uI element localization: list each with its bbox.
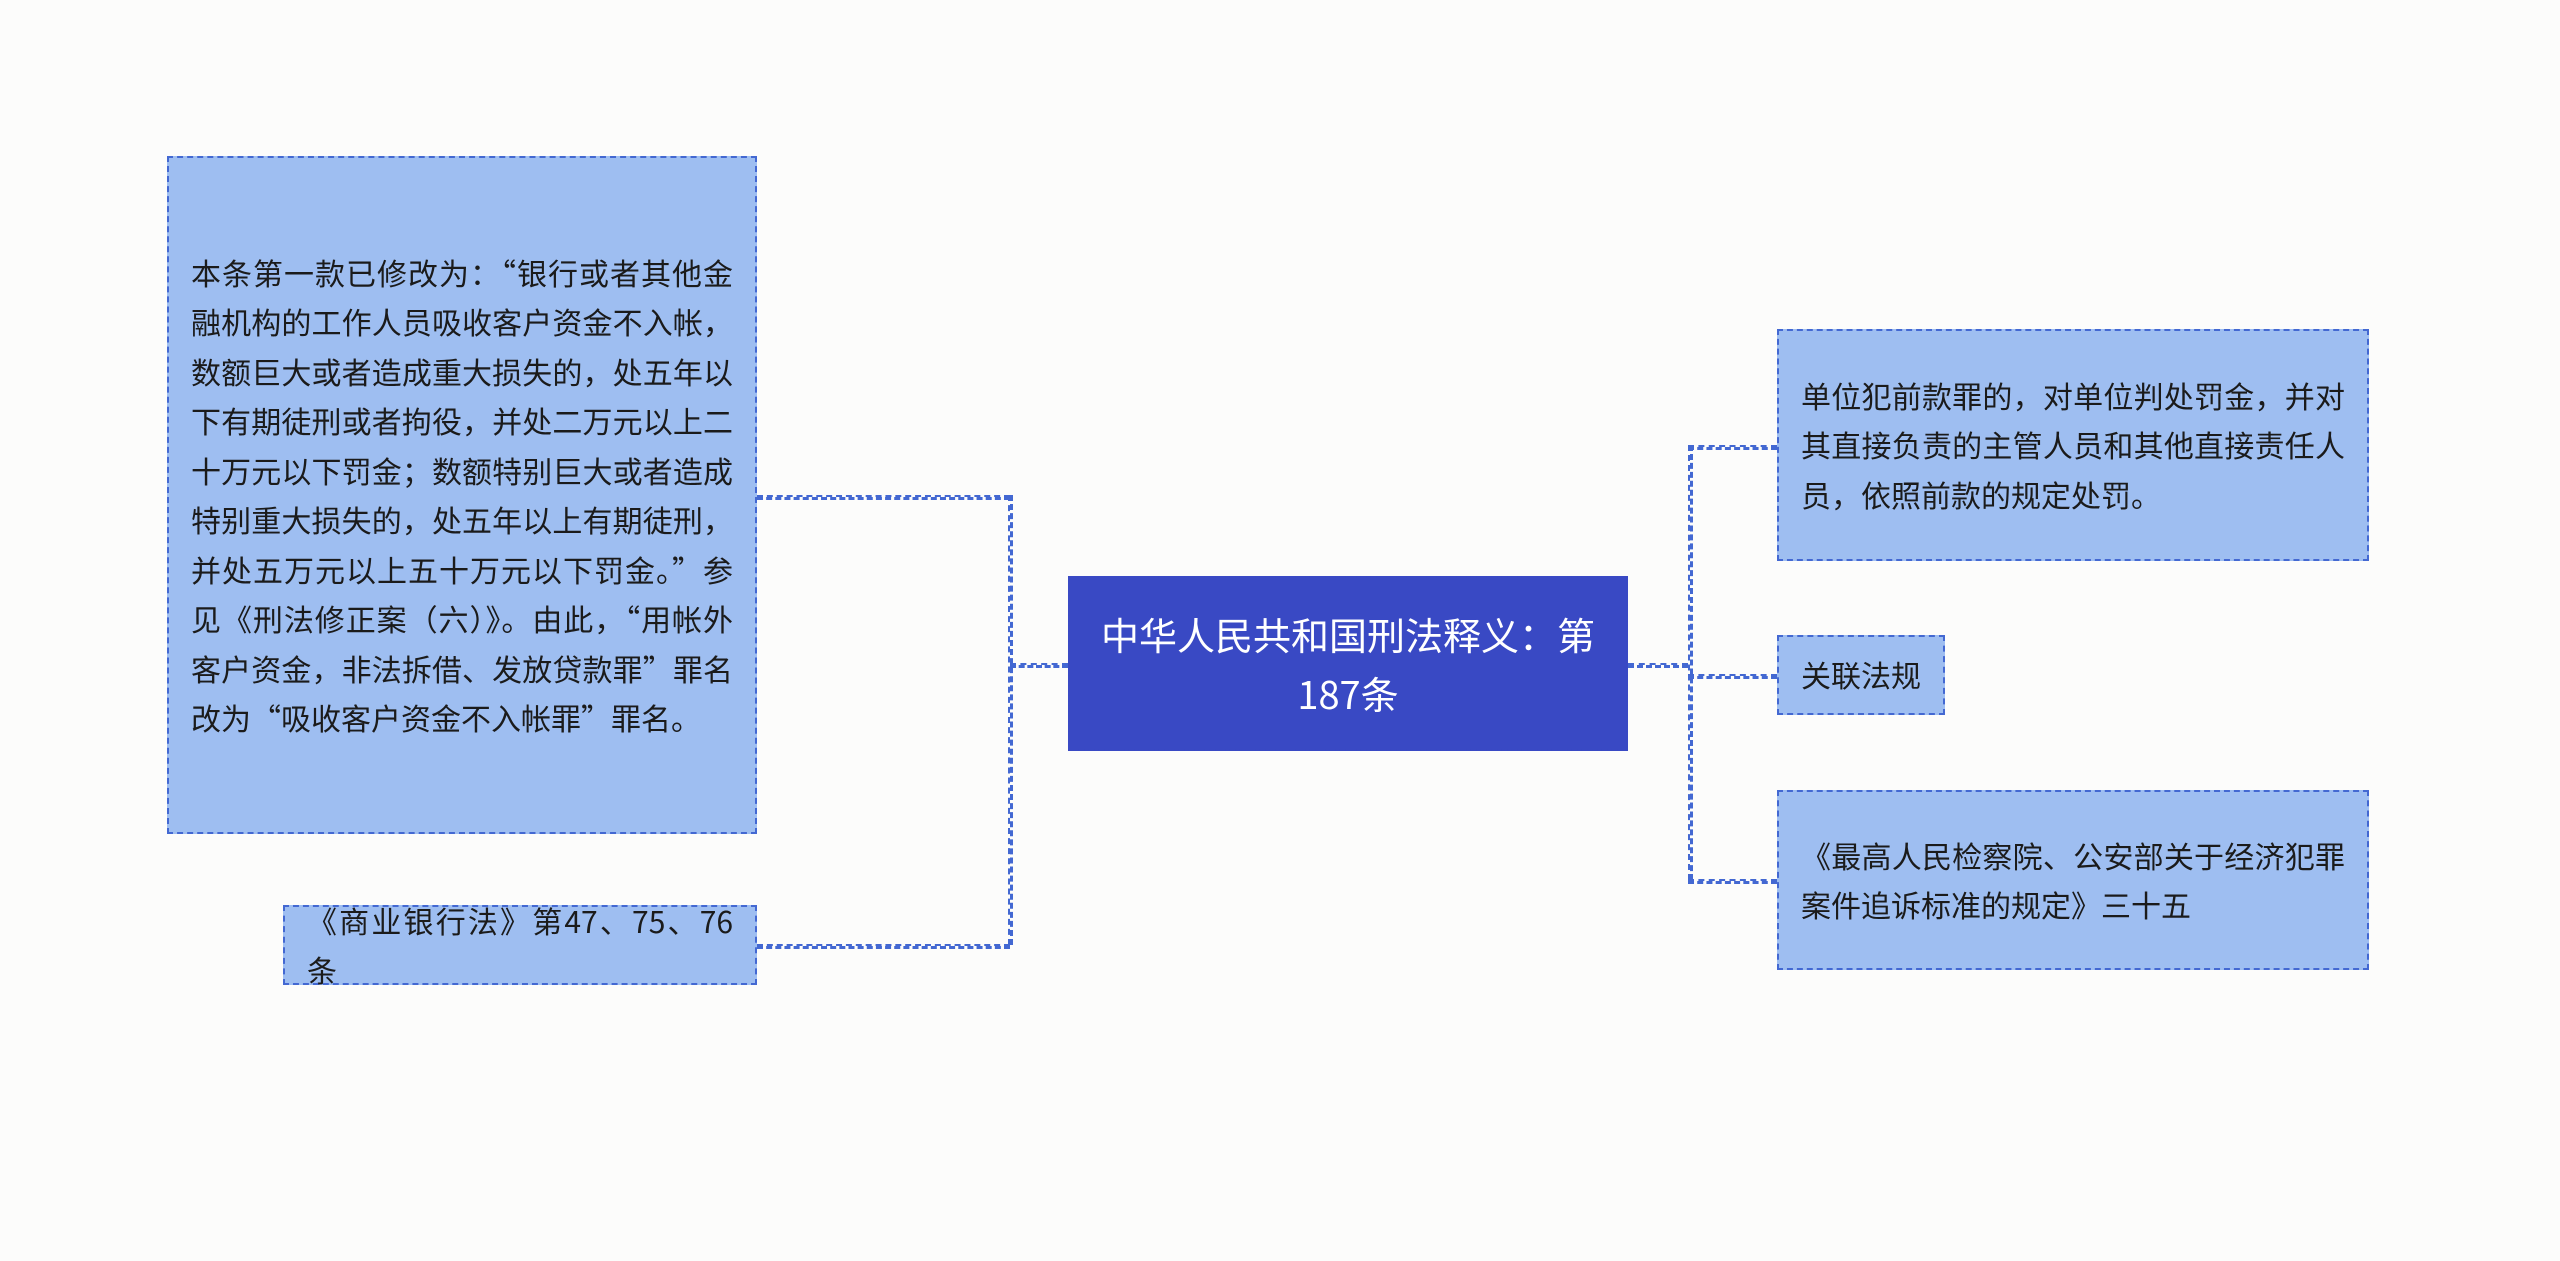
right-node-1: 单位犯前款罪的，对单位判处罚金，并对其直接负责的主管人员和其他直接责任人员，依照… — [1777, 329, 2369, 561]
center-node: 中华人民共和国刑法释义：第187条 — [1068, 576, 1628, 751]
center-node-text: 中华人民共和国刑法释义：第187条 — [1100, 605, 1596, 723]
right-node-1-text: 单位犯前款罪的，对单位判处罚金，并对其直接负责的主管人员和其他直接责任人员，依照… — [1801, 371, 2345, 520]
connector-left1 — [757, 495, 1010, 500]
connector-left2 — [757, 944, 1010, 949]
connector-right1 — [1688, 445, 1777, 450]
right-node-2: 关联法规 — [1777, 635, 1945, 715]
connector-right3 — [1688, 879, 1777, 884]
right-node-3: 《最高人民检察院、公安部关于经济犯罪案件追诉标准的规定》三十五 — [1777, 790, 2369, 970]
left-node-1-text: 本条第一款已修改为：“银行或者其他金融机构的工作人员吸收客户资金不入帐，数额巨大… — [191, 248, 733, 743]
connector-center-right-stub — [1628, 663, 1688, 668]
left-node-1: 本条第一款已修改为：“银行或者其他金融机构的工作人员吸收客户资金不入帐，数额巨大… — [167, 156, 757, 834]
left-node-2: 《商业银行法》第47、75、76条 — [283, 905, 757, 985]
right-node-3-text: 《最高人民检察院、公安部关于经济犯罪案件追诉标准的规定》三十五 — [1801, 831, 2345, 930]
connector-right2 — [1688, 674, 1777, 679]
left-node-2-text: 《商业银行法》第47、75、76条 — [307, 896, 733, 995]
connector-center-left-stub — [1010, 663, 1068, 668]
connector-right-spine — [1688, 445, 1693, 880]
connector-left-spine — [1008, 495, 1013, 945]
right-node-2-text: 关联法规 — [1801, 650, 1921, 700]
